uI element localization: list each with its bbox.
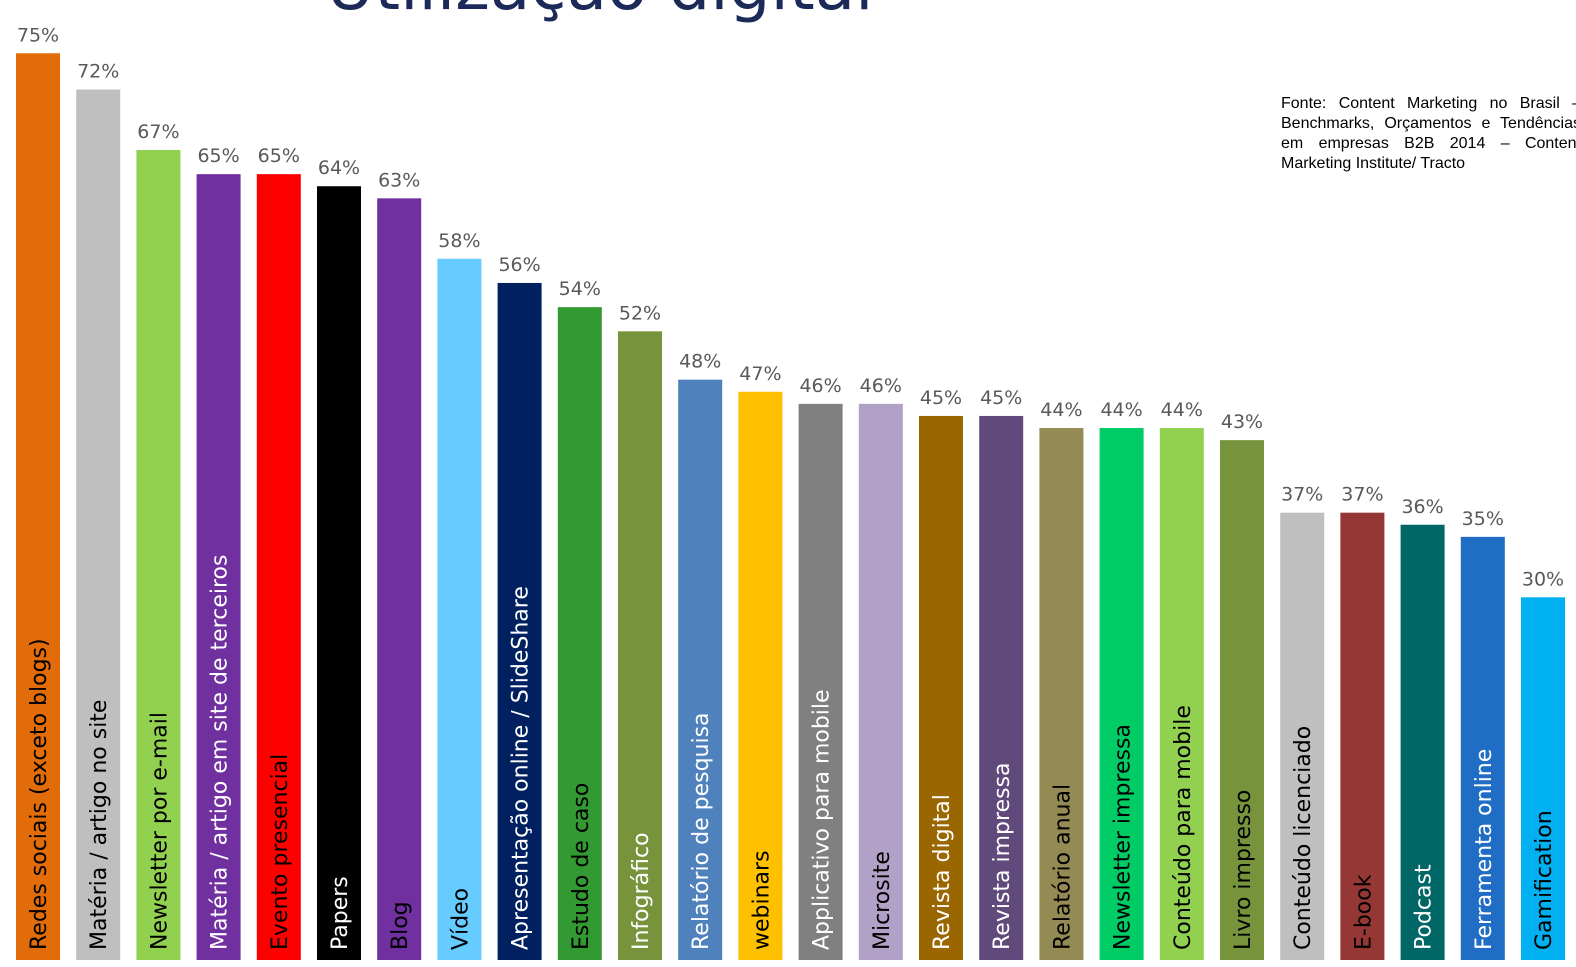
category-label: Livro impresso	[1231, 790, 1256, 950]
value-label: 47%	[739, 363, 781, 385]
value-label: 67%	[137, 121, 179, 143]
category-label: Gamification	[1532, 810, 1557, 950]
value-label: 37%	[1341, 484, 1383, 506]
category-label: Applicativo para mobile	[810, 689, 835, 950]
category-label: Blog	[388, 901, 413, 950]
category-label: Ferramenta online	[1472, 749, 1497, 950]
value-label: 30%	[1522, 568, 1564, 590]
value-label: 43%	[1221, 411, 1263, 433]
category-label: webinars	[749, 850, 774, 950]
category-label: Papers	[328, 876, 353, 950]
value-label: 44%	[1040, 399, 1082, 421]
value-label: 35%	[1462, 508, 1504, 530]
value-label: 65%	[258, 145, 300, 167]
category-label: Matéria / artigo no site	[87, 700, 112, 950]
value-label: 37%	[1281, 484, 1323, 506]
category-label: Apresentação online / SlideShare	[509, 586, 534, 950]
category-label: Estudo de caso	[569, 783, 594, 950]
value-label: 72%	[77, 61, 119, 83]
value-label: 63%	[378, 169, 420, 191]
value-label: 56%	[498, 254, 540, 276]
category-label: Evento presencial	[268, 754, 293, 950]
bar	[377, 198, 421, 960]
category-label: Podcast	[1412, 864, 1437, 950]
category-label: Revista digital	[930, 794, 955, 950]
bar	[317, 186, 361, 960]
value-label: 44%	[1100, 399, 1142, 421]
category-label: Revista impressa	[990, 762, 1015, 950]
value-label: 48%	[679, 351, 721, 373]
source-note: Fonte: Content Marketing no Brasil – Ben…	[1281, 94, 1576, 174]
category-label: Matéria / artigo em site de terceiros	[208, 555, 233, 950]
category-label: Redes sociais (exceto blogs)	[27, 638, 52, 950]
category-label: Conteúdo para mobile	[1171, 705, 1196, 950]
value-label: 45%	[980, 387, 1022, 409]
category-label: Infográfico	[629, 832, 654, 950]
value-label: 45%	[920, 387, 962, 409]
category-label: Microsite	[870, 851, 895, 950]
value-label: 75%	[17, 24, 59, 46]
category-label: Relatório de pesquisa	[689, 712, 714, 950]
category-label: Newsletter por e-mail	[147, 712, 172, 950]
category-label: E-book	[1351, 874, 1376, 950]
value-label: 36%	[1401, 496, 1443, 518]
value-label: 52%	[619, 302, 661, 324]
value-label: 54%	[559, 278, 601, 300]
category-label: Newsletter impressa	[1111, 724, 1136, 950]
category-label: Relatório anual	[1050, 784, 1075, 950]
value-label: 46%	[860, 375, 902, 397]
value-label: 46%	[799, 375, 841, 397]
value-label: 44%	[1161, 399, 1203, 421]
bar	[437, 259, 481, 960]
value-label: 64%	[318, 157, 360, 179]
value-label: 58%	[438, 230, 480, 252]
value-label: 65%	[197, 145, 239, 167]
category-label: Vídeo	[448, 888, 473, 950]
category-label: Conteúdo licenciado	[1291, 726, 1316, 950]
